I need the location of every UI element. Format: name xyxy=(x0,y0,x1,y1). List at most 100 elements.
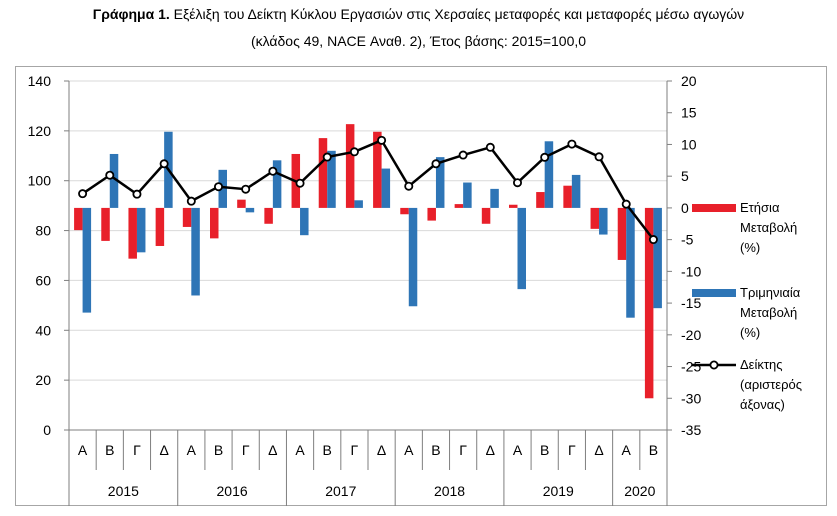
bar-annual xyxy=(237,199,246,208)
right-axis-tick-label: -5 xyxy=(681,232,694,248)
index-point xyxy=(349,147,359,157)
index-point xyxy=(159,159,169,169)
bar-annual xyxy=(617,207,627,260)
index-point xyxy=(513,178,523,188)
left-axis-tick-label: 120 xyxy=(28,123,52,139)
bar-annual xyxy=(427,207,436,221)
bar-quarterly xyxy=(599,207,608,235)
bar-annual xyxy=(454,204,464,208)
bar-quarterly xyxy=(272,160,282,208)
category-label: Δ xyxy=(159,442,168,458)
bar-quarterly xyxy=(82,207,92,313)
index-point xyxy=(295,178,305,188)
index-point xyxy=(377,135,387,145)
category-label: Α xyxy=(513,442,523,458)
bar-annual xyxy=(345,124,355,208)
category-label: Α xyxy=(622,442,632,458)
year-label: 2015 xyxy=(108,483,139,499)
right-axis-tick-label: -35 xyxy=(681,422,701,438)
bar-quarterly xyxy=(191,207,200,296)
bar-quarterly xyxy=(245,207,255,213)
chart-title-text: Εξέλιξη του Δείκτη Κύκλου Εργασιών στις … xyxy=(169,6,745,22)
bar-quarterly xyxy=(653,207,662,309)
category-label: Γ xyxy=(242,442,250,458)
legend-swatch-quarterly xyxy=(692,289,736,297)
left-axis-tick-label: 40 xyxy=(35,322,51,338)
bar-annual xyxy=(373,131,382,208)
legend-label: (%) xyxy=(740,325,760,340)
category-label: Α xyxy=(404,442,414,458)
year-label: 2016 xyxy=(217,483,248,499)
bar-annual xyxy=(590,207,600,229)
legend-swatch-annual xyxy=(692,204,736,212)
index-point xyxy=(105,170,115,180)
index-point xyxy=(404,181,414,191)
bar-annual xyxy=(128,207,137,259)
legend-label: Ετήσια xyxy=(740,200,780,215)
right-axis-tick-label: 0 xyxy=(681,200,689,216)
bar-annual xyxy=(400,207,409,215)
bar-annual xyxy=(182,207,192,227)
left-axis-tick-label: 100 xyxy=(28,173,52,189)
bar-annual xyxy=(101,207,110,241)
right-axis-tick-label: -25 xyxy=(681,359,701,375)
category-label: Δ xyxy=(268,442,277,458)
category-label: Α xyxy=(78,442,88,458)
bar-quarterly xyxy=(463,182,472,208)
category-label: Δ xyxy=(377,442,386,458)
category-label: Γ xyxy=(351,442,359,458)
bar-annual xyxy=(318,138,328,208)
right-axis-tick-label: -15 xyxy=(681,295,701,311)
bar-quarterly xyxy=(218,169,227,208)
category-label: Β xyxy=(431,442,440,458)
category-label: Δ xyxy=(594,442,603,458)
bar-quarterly xyxy=(109,153,119,208)
index-point xyxy=(485,142,495,152)
category-label: Β xyxy=(214,442,223,458)
left-axis-tick-label: 60 xyxy=(35,272,51,288)
bar-quarterly xyxy=(300,207,309,236)
legend-label: άξονας) xyxy=(740,397,785,412)
right-axis-tick-label: -30 xyxy=(681,390,701,406)
index-point xyxy=(648,235,658,245)
category-label: Β xyxy=(323,442,332,458)
left-axis-tick-label: 140 xyxy=(28,73,52,89)
bar-quarterly xyxy=(381,168,391,208)
bar-quarterly xyxy=(435,157,445,208)
bar-quarterly xyxy=(626,207,635,318)
index-line xyxy=(81,139,655,241)
left-axis-tick-label: 80 xyxy=(35,223,51,239)
bar-annual xyxy=(509,204,518,208)
legend-label: Δείκτης xyxy=(740,357,783,372)
index-point xyxy=(78,189,88,199)
index-point xyxy=(594,152,604,162)
bar-annual xyxy=(481,207,491,224)
bar-quarterly xyxy=(490,188,499,208)
category-label: Β xyxy=(540,442,549,458)
bar-annual xyxy=(210,207,219,239)
legend-label: (%) xyxy=(740,240,760,255)
index-point xyxy=(186,196,196,206)
left-axis-tick-label: 0 xyxy=(43,422,51,438)
right-axis-tick-label: 10 xyxy=(681,136,697,152)
bar-annual xyxy=(536,192,545,208)
bar-quarterly xyxy=(136,207,146,253)
category-label: Γ xyxy=(459,442,467,458)
chart-title-line1: Γράφημα 1. Εξέλιξη του Δείκτη Κύκλου Εργ… xyxy=(0,6,837,22)
legend-swatch-marker xyxy=(709,360,719,370)
bar-quarterly xyxy=(327,150,336,208)
bar-annual xyxy=(563,185,572,208)
index-point xyxy=(213,182,223,192)
bar-quarterly xyxy=(571,174,581,208)
legend-label: Μεταβολή xyxy=(740,305,797,320)
year-label: 2017 xyxy=(325,483,356,499)
chart-title-prefix: Γράφημα 1. xyxy=(92,6,170,22)
category-label: Α xyxy=(187,442,197,458)
category-label: Δ xyxy=(486,442,495,458)
bar-annual xyxy=(264,207,273,224)
legend-label: (αριστερός xyxy=(740,377,802,392)
bar-quarterly xyxy=(408,207,418,307)
index-point xyxy=(322,152,332,162)
right-axis-tick-label: 20 xyxy=(681,73,697,89)
year-label: 2018 xyxy=(434,483,465,499)
